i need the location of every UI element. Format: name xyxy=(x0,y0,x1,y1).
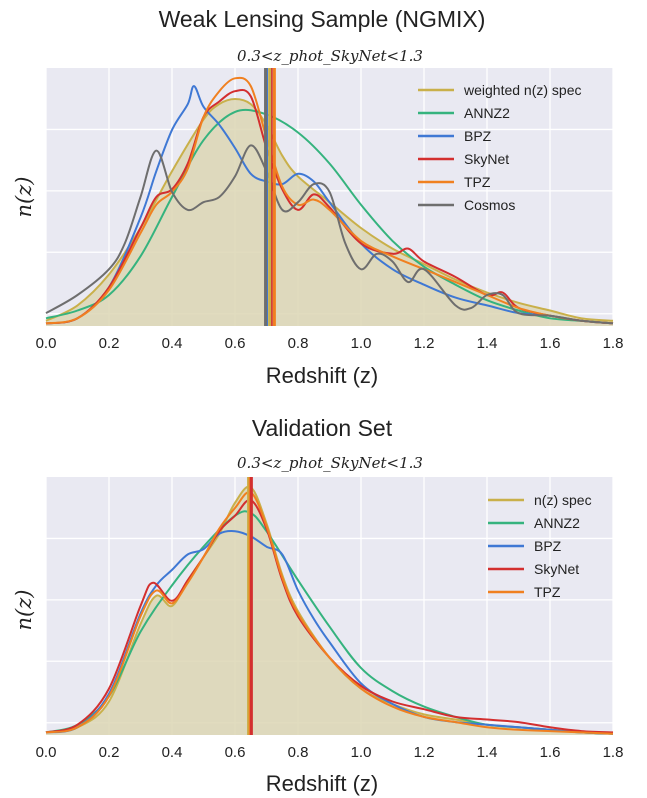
x-tick-label: 1.4 xyxy=(477,744,498,761)
area-n-z-spec xyxy=(46,486,613,735)
x-tick-label: 1.0 xyxy=(351,744,372,761)
series-line-annz2 xyxy=(45,108,614,325)
x-tick-label: 0.2 xyxy=(99,744,120,761)
y-axis-label: n(z) xyxy=(12,590,36,631)
x-tick-labels: 0.0 0.2 0.4 0.6 0.8 1.0 1.2 1.4 1.6 1.8 xyxy=(36,744,624,761)
legend-label-cosmos: Cosmos xyxy=(464,197,515,213)
x-tick-label: 1.6 xyxy=(540,744,561,761)
weak-lensing-panel: Weak Lensing Sample (NGMIX) 0.3<z_phot_S… xyxy=(12,6,623,388)
series-line-cosmos xyxy=(45,144,614,325)
filled-area xyxy=(46,486,613,735)
legend: n(z) spec ANNZ2 BPZ SkyNet TPZ xyxy=(488,492,592,600)
x-tick-label: 0.6 xyxy=(225,744,246,761)
legend-label-skynet: SkyNet xyxy=(534,561,579,577)
filled-area xyxy=(46,99,613,326)
validation-panel: Validation Set 0.3<z_phot_SkyNet<1.3 0.0… xyxy=(12,415,623,796)
x-axis-label: Redshift (z) xyxy=(266,363,378,388)
panel-title: Weak Lensing Sample (NGMIX) xyxy=(159,6,486,32)
legend-label-weighted-n-z-spec: weighted n(z) spec xyxy=(463,82,582,98)
x-tick-label: 1.4 xyxy=(477,335,498,352)
series-line-weighted-n-z-spec xyxy=(45,98,614,322)
x-tick-label: 0.2 xyxy=(99,335,120,352)
legend: weighted n(z) spec ANNZ2 BPZ SkyNet TPZ Cosmo… xyxy=(418,82,582,213)
series-lines xyxy=(45,485,614,735)
legend-label-skynet: SkyNet xyxy=(464,151,509,167)
x-tick-label: 1.0 xyxy=(351,335,372,352)
x-tick-label: 1.2 xyxy=(414,744,435,761)
x-axis-label: Redshift (z) xyxy=(266,771,378,796)
legend-label-bpz: BPZ xyxy=(534,538,562,554)
legend-label-tpz: TPZ xyxy=(464,174,491,190)
y-axis-label: n(z) xyxy=(12,177,36,218)
x-tick-label: 0.8 xyxy=(288,335,309,352)
panel-title: Validation Set xyxy=(252,415,393,441)
legend-label-n-z-spec: n(z) spec xyxy=(534,492,592,508)
x-tick-label: 0.4 xyxy=(162,744,183,761)
legend-label-annz2: ANNZ2 xyxy=(464,105,510,121)
x-tick-labels: 0.0 0.2 0.4 0.6 0.8 1.0 1.2 1.4 1.6 1.8 xyxy=(36,335,624,352)
legend-label-tpz: TPZ xyxy=(534,584,561,600)
panel-subtitle: 0.3<z_phot_SkyNet<1.3 xyxy=(237,47,423,65)
x-tick-label: 1.6 xyxy=(540,335,561,352)
legend-label-annz2: ANNZ2 xyxy=(534,515,580,531)
mean-lines xyxy=(264,68,276,326)
x-tick-label: 1.8 xyxy=(603,335,624,352)
panel-subtitle: 0.3<z_phot_SkyNet<1.3 xyxy=(237,454,423,472)
legend-label-bpz: BPZ xyxy=(464,128,492,144)
area-weighted-n-z-spec xyxy=(46,99,613,326)
x-tick-label: 0.4 xyxy=(162,335,183,352)
x-tick-label: 1.8 xyxy=(603,744,624,761)
x-tick-label: 0.8 xyxy=(288,744,309,761)
x-tick-label: 0.6 xyxy=(225,335,246,352)
series-line-bpz xyxy=(45,530,614,735)
x-tick-label: 0.0 xyxy=(36,744,57,761)
mean-lines xyxy=(247,477,253,735)
x-tick-label: 0.0 xyxy=(36,335,57,352)
series-line-tpz xyxy=(45,491,614,735)
x-tick-label: 1.2 xyxy=(414,335,435,352)
